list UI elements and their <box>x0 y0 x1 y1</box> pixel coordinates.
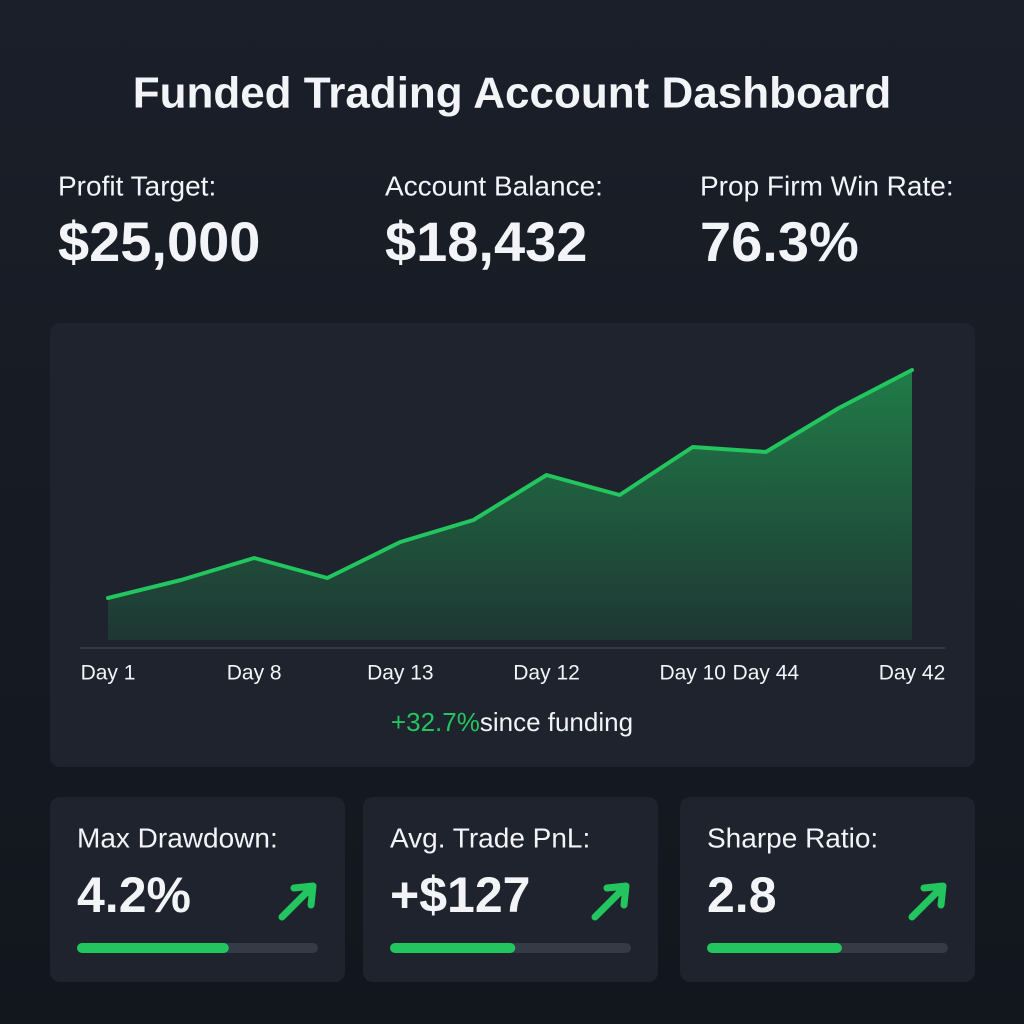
progress-fill <box>77 943 229 953</box>
stat-value: $18,432 <box>385 210 587 273</box>
annotation-text: since funding <box>480 707 633 737</box>
chart: Day 1 Day 8 Day 13 Day 12 Day 10 Day 44 Day 42… <box>81 368 946 737</box>
metric-label: Sharpe Ratio: <box>707 822 878 853</box>
metric-card <box>680 797 975 982</box>
progress-fill <box>390 943 516 953</box>
x-tick-label: Day 42 <box>879 662 946 685</box>
line <box>106 368 914 600</box>
metric-label: Avg. Trade PnL: <box>390 822 590 853</box>
x-tick-label: Day 10 <box>659 662 726 685</box>
stat-value: 76.3% <box>700 210 859 273</box>
stats: Profit Target: $25,000 Account Balance: $18… <box>58 170 954 272</box>
x-tick-label: Day 44 <box>733 662 800 685</box>
stat-value: $25,000 <box>58 210 260 273</box>
annotation: +32.7%since funding <box>391 707 633 737</box>
cards: Max Drawdown: 4.2% Avg. Trade PnL: +$127 Sha… <box>50 797 975 982</box>
progress-fill <box>707 943 842 953</box>
stat-label: Prop Firm Win Rate: <box>700 170 954 201</box>
x-tick-label: Day 1 <box>81 662 136 685</box>
trend-arrow <box>591 882 630 921</box>
metric-card <box>363 797 658 982</box>
metric-value: 2.8 <box>707 867 777 923</box>
annotation-change: +32.7% <box>391 707 480 737</box>
x-tick-label: Day 13 <box>367 662 434 685</box>
metric-label: Max Drawdown: <box>77 822 278 853</box>
title: Funded Trading Account Dashboard <box>133 69 892 118</box>
metric-card <box>50 797 345 982</box>
metric-value: +$127 <box>390 867 530 923</box>
stat-label: Profit Target: <box>58 170 216 201</box>
trend-arrow <box>278 882 317 921</box>
stat-label: Account Balance: <box>385 170 603 201</box>
x-tick-label: Day 8 <box>227 662 282 685</box>
x-tick-label: Day 12 <box>513 662 580 685</box>
area <box>108 370 912 640</box>
trend-arrow <box>908 882 947 921</box>
metric-value: 4.2% <box>77 867 191 923</box>
